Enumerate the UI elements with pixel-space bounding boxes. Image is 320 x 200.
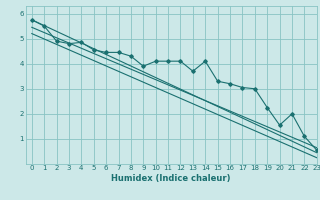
X-axis label: Humidex (Indice chaleur): Humidex (Indice chaleur) (111, 174, 231, 183)
